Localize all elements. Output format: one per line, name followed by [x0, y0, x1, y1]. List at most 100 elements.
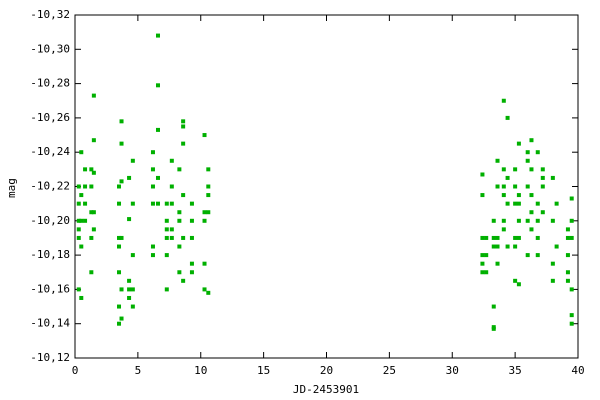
plot-frame [74, 14, 579, 359]
point [501, 167, 506, 172]
point [79, 244, 84, 249]
x-tick-label: 15 [257, 364, 270, 377]
point [76, 235, 81, 240]
point [181, 278, 186, 283]
y-axis-label: mag [5, 178, 18, 198]
point [181, 119, 186, 124]
point [513, 235, 518, 240]
point [505, 175, 510, 180]
point [491, 218, 496, 223]
point [516, 235, 521, 240]
point [535, 150, 540, 155]
point [525, 150, 530, 155]
point [127, 217, 132, 222]
point [91, 170, 96, 175]
point [529, 193, 534, 198]
point [550, 261, 555, 266]
point [117, 304, 122, 309]
point [540, 184, 545, 189]
point [177, 218, 182, 223]
point [206, 167, 211, 172]
point [164, 253, 169, 258]
point [480, 261, 485, 266]
point [189, 235, 194, 240]
point [495, 244, 500, 249]
point [206, 210, 211, 215]
point [169, 184, 174, 189]
point [117, 244, 122, 249]
point [525, 158, 530, 163]
point [164, 201, 169, 206]
point [529, 138, 534, 143]
point [79, 295, 84, 300]
point [554, 244, 559, 249]
point [83, 167, 88, 172]
point [525, 218, 530, 223]
point [76, 227, 81, 232]
point [117, 235, 122, 240]
point [189, 270, 194, 275]
point [480, 193, 485, 198]
point [484, 253, 489, 258]
point [202, 287, 207, 292]
point [516, 218, 521, 223]
point [501, 193, 506, 198]
point [202, 218, 207, 223]
point [501, 227, 506, 232]
point [529, 210, 534, 215]
point [206, 290, 211, 295]
y-tick-label: -10,26 [30, 111, 70, 124]
y-tick-label: -10,30 [30, 42, 70, 55]
point [569, 235, 574, 240]
point [206, 184, 211, 189]
point [565, 253, 570, 258]
point [150, 150, 155, 155]
point [155, 201, 160, 206]
point [495, 235, 500, 240]
point [513, 278, 518, 283]
x-tick-label: 0 [72, 364, 79, 377]
point [480, 235, 485, 240]
point [164, 218, 169, 223]
point [119, 141, 124, 146]
point [117, 270, 122, 275]
x-axis-label: JD-2453901 [293, 383, 359, 396]
point [89, 235, 94, 240]
point [491, 304, 496, 309]
point [535, 253, 540, 258]
point [540, 210, 545, 215]
point [83, 201, 88, 206]
point [206, 193, 211, 198]
point [79, 193, 84, 198]
point [76, 287, 81, 292]
point [91, 210, 96, 215]
point [535, 218, 540, 223]
y-tick-label: -10,32 [30, 8, 70, 21]
point [513, 201, 518, 206]
point [181, 193, 186, 198]
y-tick-label: -10,22 [30, 180, 70, 193]
point [505, 244, 510, 249]
point [119, 235, 124, 240]
point [127, 295, 132, 300]
point [89, 167, 94, 172]
point [491, 244, 496, 249]
point [505, 201, 510, 206]
x-tick-label: 40 [571, 364, 584, 377]
point [181, 124, 186, 129]
point [516, 141, 521, 146]
point [525, 253, 530, 258]
point [164, 287, 169, 292]
point [119, 119, 124, 124]
point [79, 150, 84, 155]
point [565, 270, 570, 275]
point [565, 278, 570, 283]
x-tick-label: 30 [446, 364, 459, 377]
point [89, 210, 94, 215]
point [155, 127, 160, 132]
point [501, 98, 506, 103]
y-tick-label: -10,20 [30, 214, 70, 227]
point [91, 138, 96, 143]
point [569, 313, 574, 318]
x-tick-label: 10 [194, 364, 207, 377]
